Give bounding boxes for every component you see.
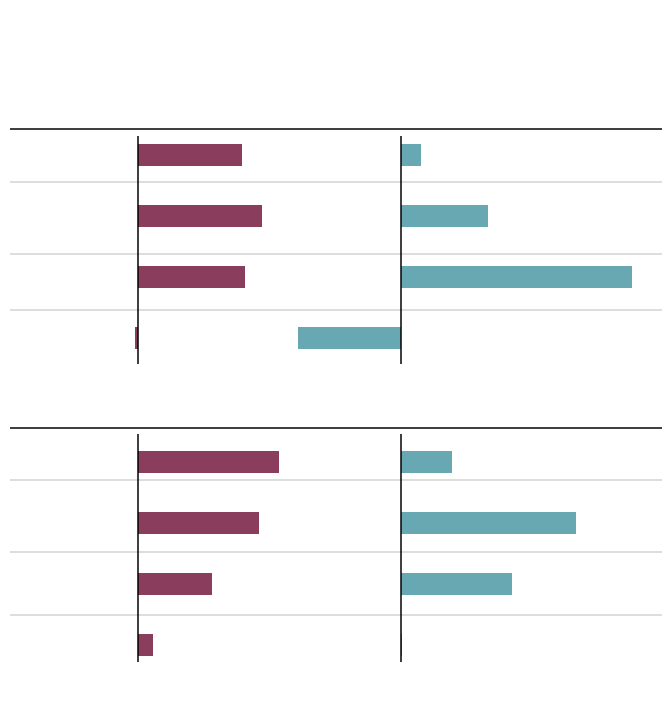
bar [138,144,242,166]
bar [401,512,576,534]
bar [138,451,279,473]
bar [298,327,401,349]
bar [138,573,212,595]
bar [138,634,153,656]
bar [401,205,488,227]
bar [138,512,259,534]
bar [138,205,262,227]
bar [401,573,512,595]
bar [138,266,245,288]
bar [135,327,138,349]
bar [401,451,452,473]
bar [401,266,632,288]
bar [401,144,421,166]
